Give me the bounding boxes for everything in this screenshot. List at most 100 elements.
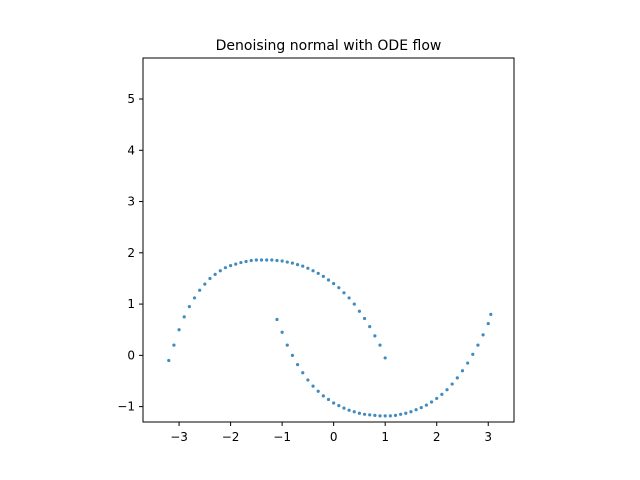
scatter-point xyxy=(326,278,331,282)
scatter-point xyxy=(373,413,377,417)
scatter-point xyxy=(275,317,279,322)
scatter-point xyxy=(486,321,490,326)
scatter-point xyxy=(187,305,191,309)
y-tick-label: 3 xyxy=(127,195,135,209)
scatter-point xyxy=(218,269,222,273)
scatter-point xyxy=(306,378,310,382)
x-tick-label: 2 xyxy=(433,430,441,444)
scatter-point xyxy=(455,376,459,380)
scatter-point xyxy=(285,343,289,347)
scatter-point xyxy=(229,264,233,268)
scatter-point xyxy=(295,263,300,267)
scatter-point xyxy=(311,384,315,388)
scatter-point xyxy=(192,296,197,300)
y-tick-label: 5 xyxy=(127,92,135,106)
scatter-point xyxy=(249,258,253,263)
scatter-point xyxy=(290,353,295,357)
x-tick-label: −1 xyxy=(273,430,291,444)
scatter-point xyxy=(265,258,269,262)
scatter-point xyxy=(419,406,423,410)
scatter-point xyxy=(316,389,320,393)
scatter-point xyxy=(177,328,181,332)
scatter-point xyxy=(290,261,295,265)
x-tick-label: −2 xyxy=(222,430,240,444)
scatter-point xyxy=(414,408,418,412)
x-tick-label: −3 xyxy=(170,430,188,444)
scatter-point xyxy=(357,411,362,415)
scatter-point xyxy=(404,411,408,415)
scatter-point xyxy=(311,269,315,273)
scatter-point xyxy=(466,361,470,365)
scatter-points xyxy=(167,258,493,418)
scatter-point xyxy=(393,413,398,417)
scatter-point xyxy=(342,406,346,410)
scatter-point xyxy=(239,260,243,265)
scatter-point xyxy=(332,281,336,286)
scatter-point xyxy=(316,271,320,275)
scatter-point xyxy=(254,258,258,262)
scatter-point xyxy=(259,258,264,262)
scatter-point xyxy=(440,392,444,396)
chart-title: Denoising normal with ODE flow xyxy=(216,38,442,54)
y-tick-label: 4 xyxy=(127,143,135,157)
scatter-point xyxy=(357,309,362,313)
scatter-point xyxy=(301,371,305,375)
scatter-point xyxy=(378,414,382,418)
y-tick-label: 2 xyxy=(127,246,135,260)
scatter-point xyxy=(208,276,212,281)
scatter-point xyxy=(321,394,325,398)
scatter-point xyxy=(280,259,284,263)
scatter-point xyxy=(347,296,351,300)
scatter-point xyxy=(182,315,186,319)
scatter-point xyxy=(429,400,434,404)
scatter-point xyxy=(476,343,480,347)
scatter-point xyxy=(373,334,377,338)
scatter-point xyxy=(352,302,356,306)
scatter-point xyxy=(213,272,217,276)
scatter-point xyxy=(383,414,387,418)
y-tick-label: −1 xyxy=(117,400,135,414)
scatter-point xyxy=(301,264,305,268)
scatter-point xyxy=(223,266,228,270)
scatter-point xyxy=(203,282,207,286)
y-tick-label: 1 xyxy=(127,297,135,311)
scatter-point xyxy=(362,316,367,321)
scatter-point xyxy=(362,412,367,416)
scatter-point xyxy=(388,414,392,418)
scatter-point xyxy=(337,403,341,408)
scatter-point xyxy=(424,403,428,407)
scatter-point xyxy=(471,352,475,356)
x-tick-label: 1 xyxy=(381,430,389,444)
scatter-point xyxy=(435,396,439,401)
scatter-point xyxy=(489,312,493,316)
scatter-point xyxy=(378,343,382,347)
scatter-point xyxy=(270,258,274,262)
x-tick-label: 0 xyxy=(330,430,338,444)
scatter-point xyxy=(172,343,176,347)
scatter-point xyxy=(285,260,289,264)
scatter-point xyxy=(450,382,454,386)
scatter-point xyxy=(460,369,465,373)
scatter-point xyxy=(280,330,284,334)
scatter-point xyxy=(167,358,171,363)
scatter-point xyxy=(198,288,202,292)
scatter-point xyxy=(481,333,485,337)
scatter-point xyxy=(321,274,325,278)
scatter-point xyxy=(352,410,356,414)
y-tick-label: 0 xyxy=(127,348,135,362)
scatter-point xyxy=(383,356,387,360)
axis-ticks: −3 −2 −1 0 1 2 3 −1 0 1 2 3 4 5 xyxy=(117,92,492,444)
scatter-point xyxy=(342,291,346,295)
scatter-point xyxy=(337,286,341,290)
scatter-point xyxy=(368,325,372,329)
scatter-point xyxy=(399,412,403,416)
scatter-point xyxy=(326,397,331,402)
scatter-point xyxy=(234,262,238,266)
scatter-point xyxy=(275,258,279,263)
scatter-point xyxy=(347,408,351,412)
scatter-point xyxy=(409,410,413,414)
scatter-point xyxy=(368,413,372,417)
plot-frame xyxy=(142,57,515,423)
